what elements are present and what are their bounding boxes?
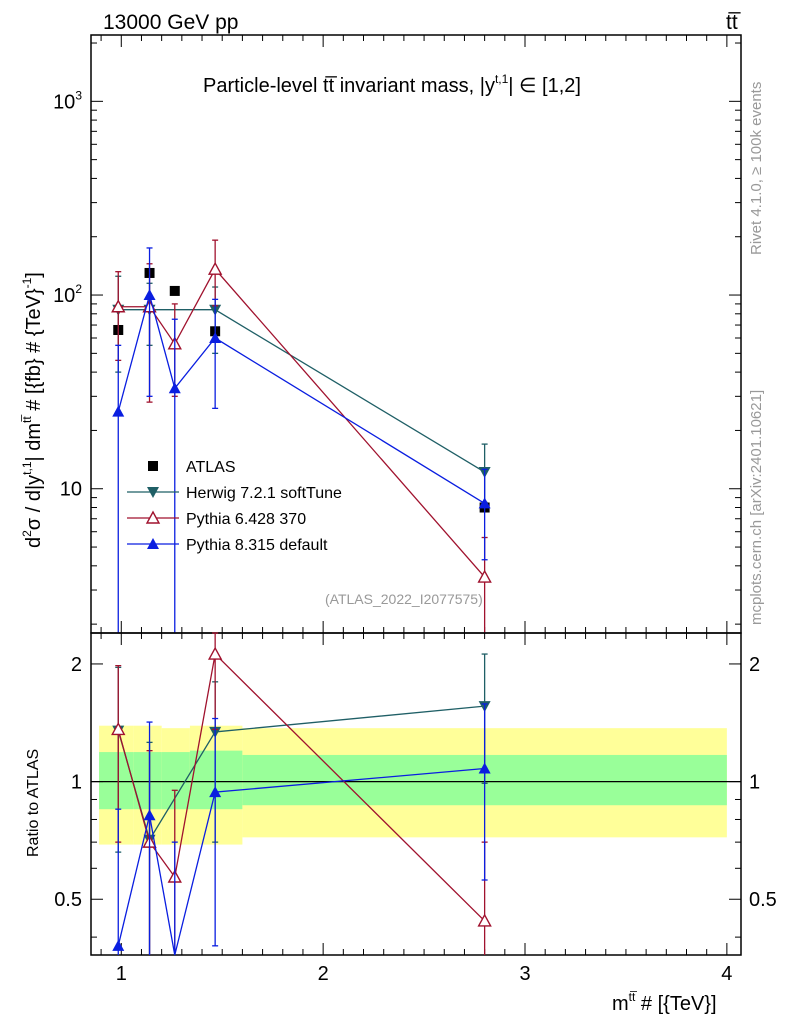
ratio-band-inner-3 bbox=[189, 750, 243, 810]
ratio-pythia-6-428-370-point-0 bbox=[111, 721, 126, 736]
main-pythia-6-428-370-point-4 bbox=[477, 569, 492, 583]
main-ytick-label-1: 102 bbox=[53, 282, 82, 307]
watermark: (ATLAS_2022_I2077575) bbox=[325, 591, 483, 607]
main-pythia-6-428-370-point-3 bbox=[207, 261, 223, 275]
ratio-pythia-8-315-default-point-4 bbox=[478, 762, 491, 774]
legend-herwig-7-2-1-softtune-marker bbox=[147, 487, 159, 498]
main-pythia-8-315-default-line bbox=[117, 292, 485, 504]
ratio-band-inner-0 bbox=[99, 752, 134, 810]
ratio-ytick-label-left-2: 2 bbox=[71, 654, 82, 676]
ratio-ytick-label-left-1: 1 bbox=[71, 772, 82, 794]
main-pythia-6-428-370-point-0 bbox=[111, 299, 126, 313]
ratio-pythia-6-428-370-point-4 bbox=[477, 913, 492, 927]
ratio-pythia-6-428-370-point-3 bbox=[207, 646, 223, 660]
main-ytick-label-base: 10 bbox=[53, 285, 75, 307]
main-y-label: d2σ / d|yt,1| dmtt̅ # [{fb} # {TeV}-1] bbox=[20, 272, 45, 548]
header-right: tt̅ bbox=[726, 11, 742, 34]
ratio-pythia-8-315-default-point-0 bbox=[112, 939, 125, 951]
main-ytick-label-base: 10 bbox=[53, 91, 75, 113]
ratio-xtick-label-1: 2 bbox=[318, 963, 329, 985]
main-herwig-7-2-1-softtune-line bbox=[118, 309, 485, 473]
legend-atlas-marker bbox=[148, 461, 158, 471]
ratio-xtick-label-3: 4 bbox=[721, 963, 732, 985]
main-ytick-label-2: 103 bbox=[53, 88, 82, 113]
main-pythia-8-315-default-point-4 bbox=[478, 497, 491, 509]
ratio-x-label: mtt̅ # [{TeV}] bbox=[612, 990, 717, 1015]
ratio-pythia-8-315-default-line bbox=[117, 767, 485, 956]
header-left: 13000 GeV pp bbox=[103, 11, 238, 34]
ratio-ytick-label-right-0: 0.5 bbox=[749, 889, 777, 911]
ratio-pythia-8-315-default-point-3 bbox=[209, 786, 222, 798]
main-pythia-6-428-370-line bbox=[118, 268, 486, 578]
main-ytick-label-0: 10 bbox=[60, 479, 82, 501]
ratio-frame bbox=[90, 632, 742, 956]
legend-pythia-6-428-370-label: Pythia 6.428 370 bbox=[186, 511, 306, 528]
legend-pythia-8-315-default-marker bbox=[147, 538, 159, 549]
main-title: Particle-level tt̅ invariant mass, |yt,1… bbox=[203, 72, 581, 97]
ratio-xtick-label-2: 3 bbox=[519, 963, 530, 985]
legend-herwig-7-2-1-softtune-label: Herwig 7.2.1 softTune bbox=[186, 485, 342, 502]
main-ytick-label-exp: 2 bbox=[75, 282, 82, 296]
main-pythia-8-315-default-point-3 bbox=[209, 332, 222, 344]
main-atlas-point-2 bbox=[169, 285, 180, 296]
ratio-ytick-label-right-2: 2 bbox=[749, 654, 760, 676]
main-ytick-label-base: 10 bbox=[60, 479, 82, 501]
main-ytick-label-exp: 3 bbox=[75, 88, 82, 102]
main-pythia-8-315-default-point-2 bbox=[168, 382, 181, 394]
main-pythia-8-315-default-point-1 bbox=[143, 289, 156, 301]
legend-atlas-label: ATLAS bbox=[186, 459, 236, 476]
ratio-panel: 0.5 0.5 1 1 2 2 1 2 3 4 bbox=[54, 632, 777, 985]
main-pythia-8-315-default-point-0 bbox=[112, 405, 125, 417]
legend-pythia-8-315-default-label: Pythia 8.315 default bbox=[186, 537, 328, 554]
side-text-top: Rivet 4.1.0, ≥ 100k events bbox=[748, 82, 765, 255]
legend: ATLAS Herwig 7.2.1 softTune Pythia 6.428 3… bbox=[127, 459, 342, 554]
legend-pythia-6-428-370-marker bbox=[145, 510, 161, 524]
side-text-bottom: mcplots.cern.ch [arXiv:2401.10621] bbox=[748, 390, 765, 625]
ratio-y-label: Ratio to ATLAS bbox=[25, 749, 42, 857]
ratio-ytick-label-left-0: 0.5 bbox=[54, 889, 82, 911]
ratio-pythia-8-315-default-point-1 bbox=[143, 809, 156, 821]
ratio-ytick-label-right-1: 1 bbox=[749, 772, 760, 794]
ratio-xtick-label-0: 1 bbox=[116, 963, 127, 985]
